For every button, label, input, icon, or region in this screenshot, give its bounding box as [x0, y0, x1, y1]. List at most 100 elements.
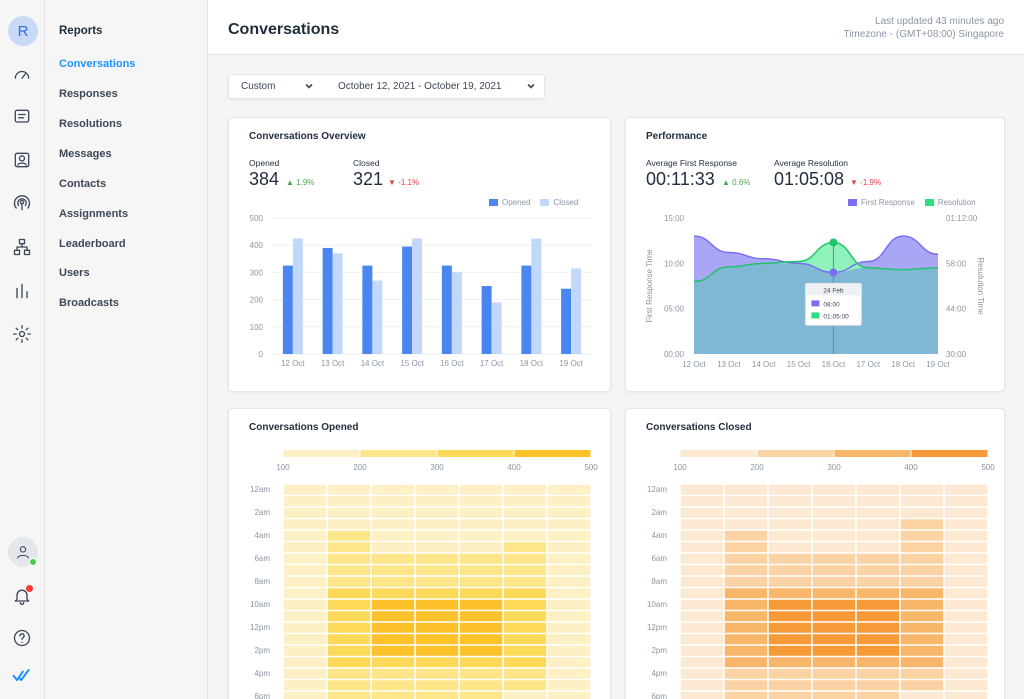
- row-label: 10am: [250, 600, 270, 609]
- heatmap-cell: [900, 622, 944, 633]
- sidebar-item-users[interactable]: Users: [59, 267, 90, 279]
- heatmap-cell: [944, 657, 988, 668]
- heatmap-cell: [724, 599, 768, 610]
- heatmap-cell: [812, 588, 856, 599]
- heatmap-cell: [503, 565, 547, 576]
- heatmap-cell: [812, 622, 856, 633]
- heatmap-cell: [283, 634, 327, 645]
- heatmap-cell: [415, 553, 459, 564]
- bar-closed: [292, 238, 303, 354]
- heatmap-cell: [371, 680, 415, 691]
- heatmap-cell: [371, 542, 415, 553]
- heatmap-cell: [900, 657, 944, 668]
- x-tick-label: 13 Oct: [321, 359, 345, 368]
- heatmap-cell: [944, 530, 988, 541]
- reports-icon[interactable]: [8, 277, 36, 305]
- performance-area-chart: 00:00 05:00 10:00 15:00 30:00 44:00 58:00 01:12…: [645, 214, 985, 369]
- sidebar-item-contacts[interactable]: Contacts: [59, 178, 107, 190]
- heatmap-cell: [768, 611, 812, 622]
- heatmap-cell: [944, 496, 988, 507]
- sidebar-item-leaderboard[interactable]: Leaderboard: [59, 238, 126, 250]
- heatmap-cell: [327, 553, 371, 564]
- row-label: 12pm: [647, 623, 667, 632]
- heatmap-cell: [944, 553, 988, 564]
- y-tick-label: 0: [259, 350, 264, 359]
- settings-gear-icon[interactable]: [8, 320, 36, 348]
- hover-point-resolution: [829, 238, 838, 247]
- heatmap-cell: [371, 496, 415, 507]
- legend-swatch-resolution: [924, 199, 934, 206]
- bar-opened: [282, 265, 293, 354]
- card-title: Performance: [646, 131, 708, 142]
- heatmap-cell: [415, 542, 459, 553]
- heatmap-cell: [680, 553, 724, 564]
- heatmap-cell: [283, 611, 327, 622]
- heatmap-cell: [283, 645, 327, 656]
- heatmap-cell: [944, 576, 988, 587]
- heatmap-cell: [283, 565, 327, 576]
- scale-tick-label: 300: [430, 463, 444, 472]
- scale-tick-label: 500: [584, 463, 598, 472]
- chevron-down-icon[interactable]: [304, 81, 314, 94]
- heatmap-cell: [283, 542, 327, 553]
- triangle-up-icon: ▲: [286, 178, 294, 187]
- heatmap-cell: [724, 553, 768, 564]
- range-type-select[interactable]: Custom: [241, 81, 276, 92]
- sidebar-item-conversations[interactable]: Conversations: [59, 58, 136, 70]
- tooltip-swatch-first: [811, 300, 820, 307]
- tooltip-resolution-value: 01:05:00: [823, 313, 849, 320]
- heatmap-cell: [724, 519, 768, 530]
- heatmap-cell: [724, 542, 768, 553]
- heatmap-cell: [680, 507, 724, 518]
- bar-opened: [481, 286, 492, 354]
- heatmap-cell: [944, 542, 988, 553]
- legend-closed: Closed: [553, 198, 579, 207]
- heatmap-cell: [371, 565, 415, 576]
- heatmap-cell: [680, 530, 724, 541]
- heatmap-cell: [680, 576, 724, 587]
- contacts-icon[interactable]: [8, 146, 36, 174]
- heatmap-cell: [327, 691, 371, 699]
- date-range-picker[interactable]: October 12, 2021 - October 19, 2021: [338, 81, 502, 92]
- conversations-icon[interactable]: [8, 103, 36, 131]
- header-meta: Last updated 43 minutes ago Timezone - (…: [843, 15, 1004, 41]
- heatmap-cell: [856, 542, 900, 553]
- heatmap-cell: [371, 553, 415, 564]
- heatmap-cell: [547, 588, 591, 599]
- heatmap-cell: [459, 622, 503, 633]
- legend-first-response: First Response: [861, 198, 915, 207]
- heatmap-cell: [327, 622, 371, 633]
- heatmap-cell: [900, 496, 944, 507]
- chevron-down-icon[interactable]: [526, 81, 536, 94]
- dashboard-icon[interactable]: [8, 60, 36, 88]
- heatmap-cell: [503, 622, 547, 633]
- sidebar-item-resolutions[interactable]: Resolutions: [59, 118, 122, 130]
- heatmap-cell: [503, 576, 547, 587]
- heatmap-cell: [503, 599, 547, 610]
- heatmap-cell: [327, 484, 371, 495]
- heatmap-cell: [812, 645, 856, 656]
- help-icon[interactable]: [8, 624, 36, 652]
- row-label: 4pm: [254, 669, 270, 678]
- heatmap-cell: [724, 645, 768, 656]
- account-avatar[interactable]: R: [8, 16, 38, 46]
- row-label: 12pm: [250, 623, 270, 632]
- user-avatar[interactable]: [8, 537, 38, 567]
- heatmap-cell: [856, 680, 900, 691]
- sidebar-item-assignments[interactable]: Assignments: [59, 208, 129, 220]
- heatmap-cell: [415, 622, 459, 633]
- y-tick-label: 500: [250, 214, 264, 223]
- conversations-opened-card: Conversations Opened 100 200 300 400 500 12am…: [228, 408, 611, 699]
- heatmap-cell: [283, 484, 327, 495]
- sidebar-item-broadcasts[interactable]: Broadcasts: [59, 297, 119, 309]
- notifications-bell-icon[interactable]: [8, 582, 36, 610]
- broadcast-icon[interactable]: [8, 189, 36, 217]
- heatmap-cell: [900, 507, 944, 518]
- heatmap-cell: [283, 530, 327, 541]
- sidebar-item-responses[interactable]: Responses: [59, 88, 118, 100]
- heatmap-cell: [768, 668, 812, 679]
- heatmap-cell: [283, 657, 327, 668]
- sidebar-item-messages[interactable]: Messages: [59, 148, 112, 160]
- heatmap-cell: [503, 484, 547, 495]
- org-chart-icon[interactable]: [8, 233, 36, 261]
